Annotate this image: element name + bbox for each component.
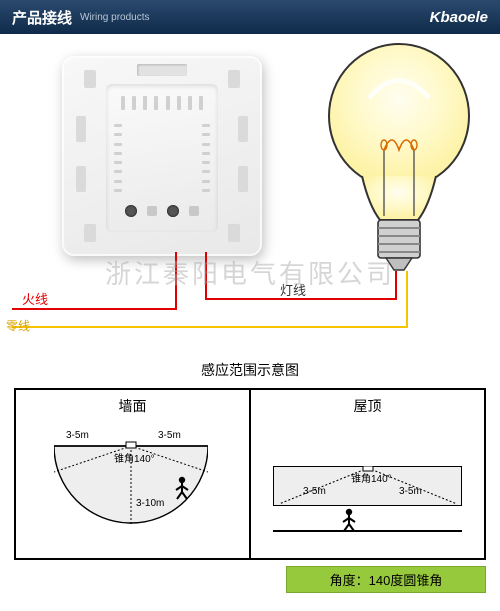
range-wall-cell: 墙面 3-5m 3-5m 锥角140° 3-10m xyxy=(16,390,249,558)
wire-live-horizontal xyxy=(12,308,177,310)
terminal-lamp xyxy=(167,205,179,217)
range-ceiling-header: 屋顶 xyxy=(251,390,484,420)
terminal-live xyxy=(125,205,137,217)
person-icon xyxy=(341,508,357,532)
switch-plate xyxy=(62,56,262,256)
wall-dist-right: 3-5m xyxy=(158,430,181,441)
wire-lamp-down xyxy=(205,252,207,300)
ceil-dist-left: 3-5m xyxy=(303,486,326,497)
floor-line xyxy=(273,530,462,532)
wall-angle-label: 锥角140° xyxy=(114,450,155,465)
range-ceiling-cell: 屋顶 3-5m 3-5m 锥角140° xyxy=(249,390,484,558)
wire-neutral-vertical xyxy=(406,271,408,328)
header-brand: Kbaoele xyxy=(430,9,488,26)
bulb-illustration xyxy=(314,38,484,278)
switch-inner-module xyxy=(106,84,218,232)
ceil-dist-right: 3-5m xyxy=(399,486,422,497)
header-bar: 产品接线 Wiring products Kbaoele xyxy=(0,0,500,34)
header-title-cn: 产品接线 xyxy=(12,7,72,28)
wiring-diagram: 火线 灯线 零线 浙江秦阳电气有限公司 xyxy=(0,34,500,354)
wire-live-vertical xyxy=(175,252,177,310)
wire-lamp-up xyxy=(395,271,397,300)
range-section-title: 感应范围示意图 xyxy=(0,360,500,380)
ceil-angle-label: 锥角140° xyxy=(351,470,392,485)
label-lamp-wire: 灯线 xyxy=(280,280,306,299)
label-live-wire: 火线 xyxy=(22,289,48,308)
switch-back-illustration xyxy=(62,56,262,256)
label-neutral-wire: 零线 xyxy=(6,317,30,334)
wire-neutral-horizontal xyxy=(12,326,408,328)
wall-dist-left: 3-5m xyxy=(66,430,89,441)
angle-summary-bar: 角度：140度圆锥角 xyxy=(286,566,486,593)
person-icon xyxy=(174,476,190,500)
wall-depth-label: 3-10m xyxy=(136,498,164,509)
range-diagram-grid: 墙面 3-5m 3-5m 锥角140° 3-10m 屋顶 xyxy=(14,388,486,560)
terminal-row xyxy=(106,202,218,220)
range-wall-header: 墙面 xyxy=(16,390,249,420)
header-title-en: Wiring products xyxy=(80,12,149,23)
